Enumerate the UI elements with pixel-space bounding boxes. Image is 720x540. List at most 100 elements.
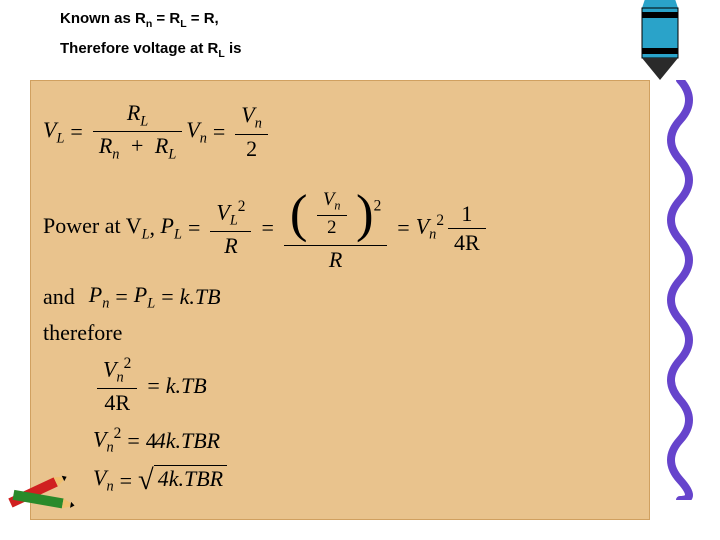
p: P [89, 282, 102, 307]
den: 2 [317, 216, 347, 240]
sub: L [142, 226, 150, 242]
frac-paren: Vn 2 2 R [284, 183, 387, 274]
num: 1 [448, 200, 486, 229]
sub: L [140, 113, 148, 129]
inner-frac: Vn 2 [317, 188, 347, 240]
pn: Pn [89, 282, 110, 312]
sub: n [429, 227, 436, 243]
header-line-1: Known as Rn = RL = R, [60, 10, 660, 30]
sub: L [174, 226, 182, 242]
label: Power at VL [43, 213, 150, 243]
vn: Vn [186, 117, 207, 147]
header-block: Known as Rn = RL = R, Therefore voltage … [60, 10, 660, 60]
rhs: k.TB [166, 373, 207, 399]
v: V [416, 214, 429, 239]
text: = R, [187, 10, 219, 27]
frac-vl2: VL2 R [210, 197, 251, 260]
vn2: Vn2 [93, 425, 121, 457]
eq-vn2: Vn2 = 44k.TBR [93, 425, 637, 457]
comma: , [150, 215, 161, 241]
num: Vn [317, 188, 347, 216]
t: Power at V [43, 213, 142, 238]
plus: + [131, 133, 143, 158]
rhs: 4k.TBR [155, 428, 220, 454]
v: V [93, 465, 106, 490]
eq-ktb: Vn2 4R = k.TB [93, 354, 637, 417]
vn: Vn [93, 465, 114, 495]
den: Rn + RL [93, 132, 182, 164]
v: V [186, 117, 199, 142]
equals: = [127, 428, 139, 454]
frac-vn2: Vn 2 [235, 101, 268, 162]
sq: 2 [436, 212, 444, 229]
sub: n [116, 370, 123, 386]
num: Vn [235, 101, 268, 134]
sub: n [334, 199, 340, 213]
p: P [134, 282, 147, 307]
num: VL2 [210, 197, 251, 232]
sub: n [106, 479, 113, 495]
v: V [103, 357, 116, 382]
v: V [323, 189, 334, 210]
sq: 2 [124, 355, 132, 372]
den: 2 [235, 135, 268, 163]
ktb: k.TB [180, 284, 221, 310]
text: Known as R [60, 10, 146, 27]
eq-vl: VL = RL Rn + RL Vn = Vn 2 [43, 99, 637, 165]
sub: L [230, 213, 238, 229]
text: is [225, 40, 242, 57]
equals: = [213, 119, 225, 145]
p: P [161, 213, 174, 238]
vn2: Vn2 [416, 212, 444, 244]
radicand: 4k.TBR [154, 465, 227, 497]
r: R [99, 133, 112, 158]
v: V [43, 117, 56, 142]
header-line-2: Therefore voltage at RL is [60, 40, 660, 60]
crayon-icon [630, 0, 690, 80]
sq: 2 [374, 198, 382, 215]
frac-1-4r: 1 4R [448, 200, 486, 257]
den: 4R [448, 229, 486, 257]
text: Therefore voltage at R [60, 40, 218, 57]
equals: = [161, 284, 173, 310]
therefore-label: therefore [43, 320, 637, 346]
r: R [155, 133, 168, 158]
t: 4R [454, 230, 480, 255]
sq: 2 [114, 425, 122, 442]
r: R [127, 100, 140, 125]
sqrt: √ 4k.TBR [138, 465, 227, 497]
equals: = [147, 373, 159, 399]
num: Vn 2 2 [284, 183, 387, 246]
sub: n [200, 130, 207, 146]
frac-vn2-4r: Vn2 4R [97, 354, 137, 417]
text: = R [152, 10, 180, 27]
eq-vn: Vn = √ 4k.TBR [93, 465, 637, 497]
den: R [210, 232, 251, 260]
den: R [284, 246, 387, 274]
equals: = [120, 468, 132, 494]
and-label: and [43, 284, 75, 310]
den: 4R [97, 389, 137, 417]
sub: n [102, 295, 109, 311]
t: 4k.TBR [158, 466, 223, 491]
num: Vn2 [97, 354, 137, 389]
sub: L [56, 130, 64, 146]
paren: Vn 2 [290, 184, 374, 244]
sq: 2 [238, 198, 246, 215]
radical-icon: √ [138, 465, 154, 497]
equals: = [261, 215, 273, 241]
v: V [93, 426, 106, 451]
sub: n [106, 440, 113, 456]
squiggle-icon [658, 80, 702, 500]
equals: = [115, 284, 127, 310]
v: V [216, 199, 229, 224]
frac-rl: RL Rn + RL [93, 99, 182, 165]
eq-power: Power at VL , PL = VL2 R = Vn 2 2 R = Vn… [43, 183, 637, 274]
sub: L [147, 295, 155, 311]
equals: = [397, 215, 409, 241]
sub: n [255, 116, 262, 132]
sub: n [112, 147, 119, 163]
pl: PL [161, 213, 182, 243]
pencils-icon [8, 465, 78, 515]
equals: = [70, 119, 82, 145]
